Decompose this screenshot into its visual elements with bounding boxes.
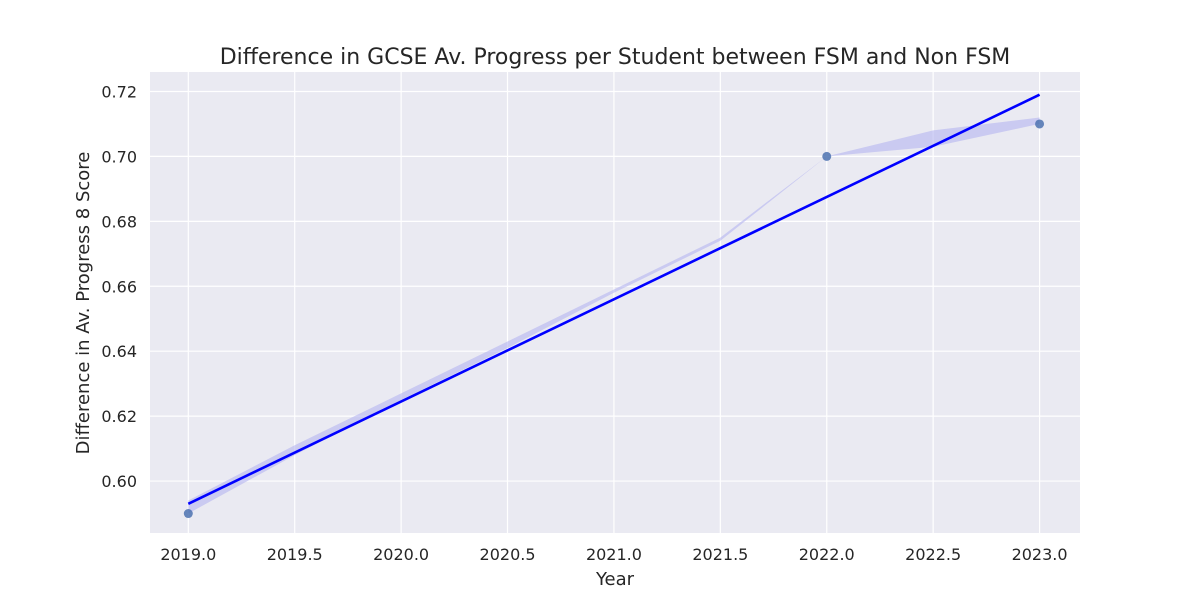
- x-tick-label: 2021.0: [586, 545, 642, 564]
- regression-line: [187, 93, 1041, 505]
- y-tick-label: 0.64: [101, 342, 137, 361]
- data-point: [1035, 119, 1045, 129]
- x-tick-label: 2020.0: [373, 545, 429, 564]
- x-tick-labels: 2019.0 2019.5 2020.0 2020.5 2021.0 2021.5 2022…: [160, 545, 1067, 564]
- data-point: [183, 509, 193, 519]
- y-tick-label: 0.66: [101, 277, 137, 296]
- x-tick-label: 2020.5: [480, 545, 536, 564]
- y-tick-label: 0.72: [101, 82, 137, 101]
- data-points: [183, 119, 1045, 519]
- x-axis-label: Year: [595, 569, 635, 590]
- x-tick-label: 2019.0: [160, 545, 216, 564]
- y-tick-label: 0.70: [101, 147, 137, 166]
- y-tick-label: 0.68: [101, 212, 137, 231]
- y-tick-label: 0.62: [101, 407, 137, 426]
- y-axis-label: Difference in Av. Progress 8 Score: [73, 152, 94, 455]
- x-tick-label: 2019.5: [267, 545, 323, 564]
- x-tick-label: 2023.0: [1012, 545, 1068, 564]
- data-point: [822, 151, 832, 161]
- y-gridlines: [150, 90, 1080, 482]
- chart-title: Difference in GCSE Av. Progress per Stud…: [220, 45, 1011, 70]
- x-tick-label: 2021.5: [692, 545, 748, 564]
- y-tick-labels: 0.60 0.62 0.64 0.66 0.68 0.70 0.72: [101, 82, 137, 491]
- x-tick-label: 2022.5: [905, 545, 961, 564]
- x-tick-label: 2022.0: [799, 545, 855, 564]
- x-gridlines: [187, 72, 1041, 533]
- y-tick-label: 0.60: [101, 472, 137, 491]
